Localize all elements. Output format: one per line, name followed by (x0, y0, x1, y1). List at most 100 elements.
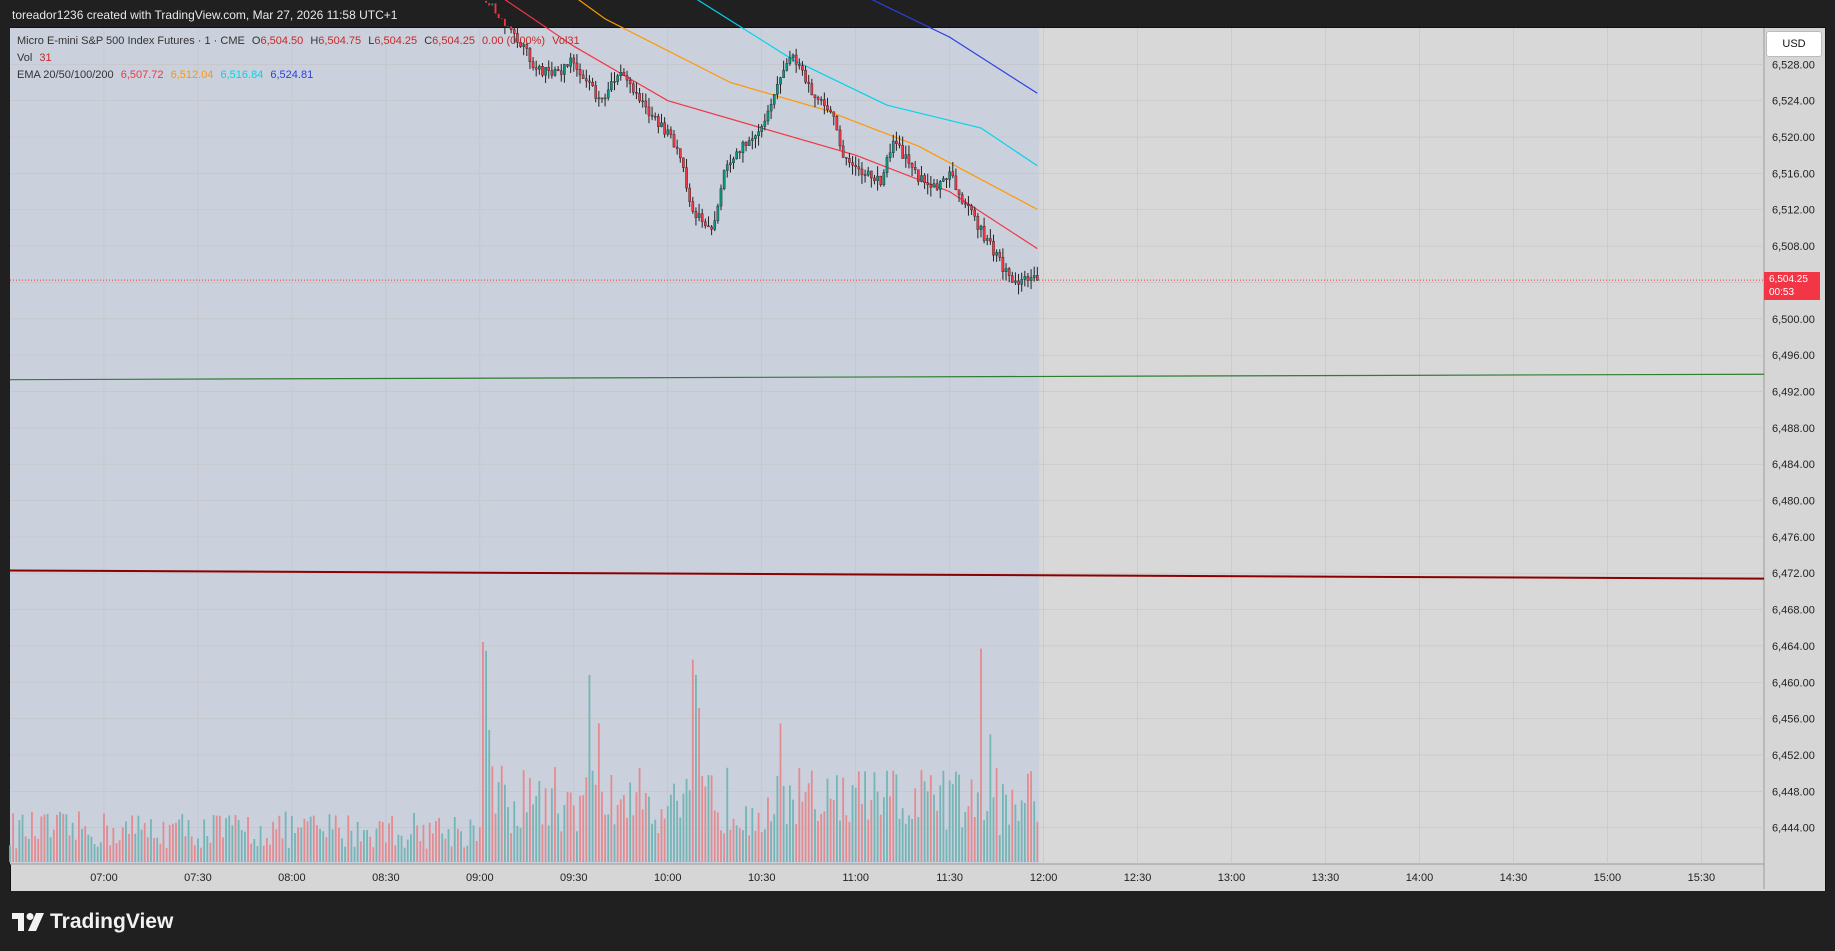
candle-body (528, 48, 532, 63)
green-horizontal-line (9, 373, 1765, 381)
volume-bar (698, 708, 700, 862)
volume-bar (585, 777, 588, 862)
price-tick-label: 6,512.00 (1772, 205, 1815, 217)
volume-bar (369, 836, 372, 862)
candle-body (491, 2, 494, 6)
time-tick-label: 13:00 (1218, 872, 1246, 884)
candle-body (725, 164, 729, 171)
candle-body (732, 158, 735, 164)
candle-body (685, 167, 688, 189)
candle-body (838, 129, 842, 147)
volume-bar (704, 786, 707, 862)
legend-change: 0.00 (0.00%) (482, 35, 546, 47)
volume-bar (770, 821, 773, 862)
legend-vol-label[interactable]: Vol (17, 52, 33, 64)
price-tick-label: 6,524.00 (1772, 96, 1815, 108)
candle-body (907, 154, 911, 164)
candle-body (1020, 279, 1023, 285)
volume-bar (710, 775, 713, 862)
candle-body (957, 189, 961, 195)
price-tick-label: 6,460.00 (1772, 677, 1815, 689)
volume-bar (503, 784, 506, 862)
volume-bar (626, 817, 628, 862)
tradingview-logo[interactable]: TradingView (12, 910, 173, 934)
volume-bar (876, 791, 879, 862)
volume-bar (400, 835, 403, 862)
volume-bar (319, 828, 321, 862)
volume-bar (845, 815, 848, 862)
volume-bar (178, 819, 181, 862)
volume-bar (1008, 824, 1011, 862)
volume-bar (851, 785, 854, 862)
volume-bar (832, 800, 835, 862)
candle-body (625, 75, 629, 81)
candle-body (619, 72, 623, 77)
candle-body (644, 100, 648, 108)
volume-bar (610, 774, 613, 862)
volume-bar (986, 811, 989, 862)
volume-bar (99, 842, 102, 862)
volume-bar (798, 768, 801, 862)
candle-body (500, 18, 504, 20)
dark-red-horizontal-line (9, 569, 1765, 580)
candle-body (484, 0, 488, 4)
volume-bar (616, 804, 619, 862)
candle-body (904, 154, 908, 159)
currency-button[interactable]: USD (1766, 31, 1822, 57)
volume-bar (967, 806, 970, 862)
volume-bar (904, 823, 907, 862)
volume-bar (410, 834, 412, 862)
candle-body (769, 104, 773, 112)
candle-body (854, 165, 857, 168)
candle-body (597, 97, 601, 100)
time-tick-label: 09:30 (560, 872, 588, 884)
volume-bar (554, 767, 556, 862)
candle-body (600, 97, 604, 100)
price-tick-label: 6,500.00 (1772, 314, 1815, 326)
volume-bar (146, 837, 149, 862)
time-tick-label: 15:30 (1688, 872, 1716, 884)
volume-bar (792, 799, 794, 862)
candle-body (829, 109, 832, 113)
candle-body (973, 209, 976, 217)
volume-bar (669, 794, 672, 862)
candle-body (932, 183, 936, 188)
candle-body (954, 175, 958, 190)
candle-body (1026, 276, 1030, 281)
candle-body (653, 116, 657, 118)
legend-line-3: EMA 20/50/100/200 6,507.72 6,512.04 6,51… (17, 69, 317, 81)
volume-bar (215, 815, 218, 862)
volume-bar (676, 800, 679, 862)
candle-body (713, 220, 717, 230)
volume-bar (466, 845, 469, 862)
candle-body (772, 94, 776, 105)
candle-body (1007, 268, 1011, 276)
candle-body (929, 184, 933, 188)
candle-body (794, 54, 798, 65)
candle-body (870, 170, 873, 179)
legend-ema-label[interactable]: EMA 20/50/100/200 (17, 69, 114, 81)
price-tick-label: 6,456.00 (1772, 714, 1815, 726)
price-tick-label: 6,488.00 (1772, 423, 1815, 435)
candle-body (857, 166, 861, 170)
volume-bar (541, 824, 544, 862)
volume-bar (482, 642, 484, 862)
volume-bar (776, 775, 779, 862)
volume-bar (34, 836, 36, 862)
time-tick-label: 15:00 (1594, 872, 1622, 884)
volume-bar (21, 814, 24, 862)
volume-bar (96, 846, 99, 862)
volume-bar (591, 770, 594, 862)
volume-bar (882, 797, 885, 862)
legend-symbol[interactable]: Micro E-mini S&P 500 Index Futures · 1 ·… (17, 35, 245, 47)
volume-bar (601, 791, 603, 862)
volume-bar (920, 770, 923, 862)
candle-body (553, 69, 557, 76)
volume-bar (309, 816, 312, 862)
candle-body (976, 216, 980, 230)
candle-body (716, 205, 720, 221)
volume-bar (842, 777, 845, 862)
volume-bar (269, 844, 271, 862)
volume-bar (1005, 794, 1007, 862)
